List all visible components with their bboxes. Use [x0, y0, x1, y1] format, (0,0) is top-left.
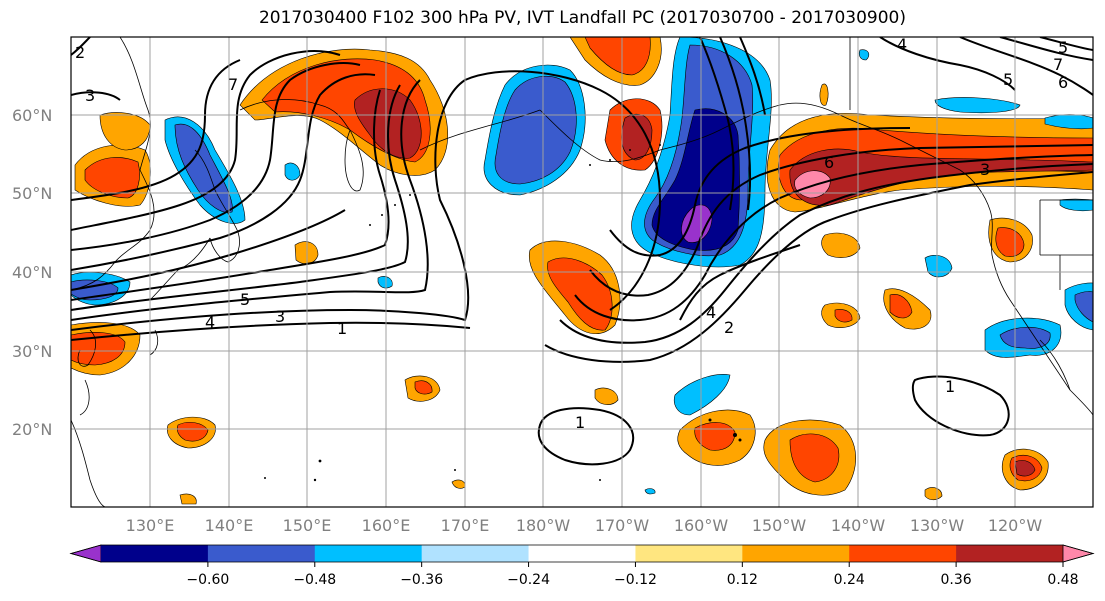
colorbar-tick-label: −0.48 [293, 572, 336, 588]
lat-label: 60°N [12, 106, 52, 125]
lon-label: 180°W [516, 516, 571, 535]
lon-label: 140°E [205, 516, 254, 535]
lat-label: 20°N [12, 420, 52, 439]
contour-label: 5 [1003, 70, 1013, 89]
filled-contours [71, 37, 1093, 505]
contour-label: 6 [1058, 73, 1068, 92]
map-frame [70, 36, 1094, 508]
contour-label: 3 [85, 86, 95, 105]
colorbar-segment [956, 545, 1064, 562]
colorbar-tick-label: 0.48 [1047, 572, 1078, 588]
contour-label: 7 [1053, 55, 1063, 74]
colorbar-segment [635, 545, 743, 562]
lon-label: 170°W [595, 516, 650, 535]
colorbar-segment [421, 545, 530, 562]
contour-label: 1 [945, 377, 955, 396]
lon-label: 150°E [283, 516, 332, 535]
gridlines [71, 37, 1093, 507]
lon-label: 150°W [752, 516, 807, 535]
colorbar-tick-label: −0.24 [507, 572, 550, 588]
lon-label: 170°E [441, 516, 490, 535]
colorbar-segment [742, 545, 850, 562]
colorbar-tick-label: −0.36 [400, 572, 443, 588]
colorbar-segment [849, 545, 957, 562]
lon-label: 140°W [831, 516, 886, 535]
contour-label: 4 [897, 35, 907, 54]
contour-label: 2 [75, 43, 85, 62]
lat-label: 50°N [12, 184, 52, 203]
lon-label: 130°W [910, 516, 965, 535]
colorbar-tick-label: 0.12 [727, 572, 758, 588]
contour-label: 4 [706, 303, 716, 322]
colorbar: −0.60 −0.48 −0.36 −0.24 −0.12 0.12 0.24 0.36 0.4… [69, 544, 1095, 588]
contour-label: 2 [724, 318, 734, 337]
pv-contours [71, 37, 1093, 466]
colorbar-segment [207, 545, 316, 562]
colorbar-tick-label: −0.12 [614, 572, 657, 588]
contour-label: 3 [980, 160, 990, 179]
islands [264, 144, 742, 482]
colorbar-segment [314, 545, 423, 562]
contour-label: 7 [228, 75, 238, 94]
colorbar-segment [528, 545, 636, 562]
contour-label: 3 [275, 307, 285, 326]
latitude-labels: 60°N 50°N 40°N 30°N 20°N [12, 106, 52, 439]
longitude-labels: 130°E 140°E 150°E 160°E 170°E 180°W 170°… [126, 516, 1043, 535]
colorbar-segment [101, 545, 209, 562]
colorbar-tick-label: −0.60 [186, 572, 229, 588]
lon-label: 130°E [126, 516, 175, 535]
map-title: 2017030400 F102 300 hPa PV, IVT Landfall… [258, 8, 906, 28]
contour-label: 5 [1058, 38, 1068, 57]
lat-label: 40°N [12, 263, 52, 282]
contour-labels: 2 3 7 5 4 3 1 1 4 2 6 3 1 4 7 6 5 5 [75, 35, 1068, 432]
contour-label: 1 [575, 413, 585, 432]
contour-label: 5 [240, 290, 250, 309]
contour-label: 4 [205, 313, 215, 332]
colorbar-outline [69, 544, 1095, 563]
colorbar-arrow-right [1062, 544, 1095, 563]
lon-label: 120°W [988, 516, 1043, 535]
lon-label: 160°E [362, 516, 411, 535]
lat-label: 30°N [12, 342, 52, 361]
contour-label: 1 [337, 319, 347, 338]
colorbar-tick-label: 0.36 [941, 572, 972, 588]
colorbar-tick-label: 0.24 [834, 572, 865, 588]
contour-label: 6 [824, 153, 834, 172]
colorbar-arrow-left [69, 544, 102, 563]
lon-label: 160°W [674, 516, 729, 535]
